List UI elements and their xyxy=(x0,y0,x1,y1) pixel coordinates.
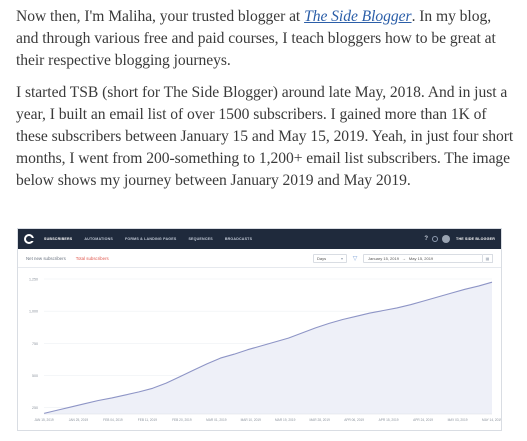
x-tick-label: MAR 28, 2019 xyxy=(309,418,330,422)
x-tick-label: APR 24, 2019 xyxy=(413,418,433,422)
date-to: May 15, 2019 xyxy=(408,255,434,261)
x-tick-label: JAN 15, 2019 xyxy=(34,418,54,422)
story-paragraph: I started TSB (short for The Side Blogge… xyxy=(16,84,514,189)
subscriber-chart: 250 500 750 1,000 1,250 JAN 15, 2019 JAN 25, 2… xyxy=(18,269,501,430)
x-tick-label: FEB 11, 2019 xyxy=(138,418,157,422)
y-tick-label: 500 xyxy=(32,374,38,378)
x-tick-label: MAR 01, 2019 xyxy=(206,418,227,422)
status-circle-icon[interactable] xyxy=(432,236,439,242)
subscriber-chart-svg: 250 500 750 1,000 1,250 JAN 15, 2019 JAN 25, 2… xyxy=(29,278,501,423)
date-from: January 15, 2019 xyxy=(368,255,399,261)
intro-text-continued: . In my blog, and through various free a… xyxy=(16,8,496,69)
date-range-picker[interactable]: January 15, 2019 → May 15, 2019 xyxy=(363,253,483,263)
filter-icon[interactable]: ▽ xyxy=(352,255,358,262)
avatar[interactable] xyxy=(442,235,451,243)
y-tick-label: 1,000 xyxy=(29,310,38,314)
tab-net-new-subscribers[interactable]: Net new subscribers xyxy=(26,255,66,261)
filters-right: Days ▾ ▽ January 15, 2019 → May 15, 2019… xyxy=(313,253,493,263)
nav-sequences[interactable]: SEQUENCES xyxy=(188,237,213,241)
chart-filters: Net new subscribers Total subscribers Da… xyxy=(18,249,501,268)
nav-automations[interactable]: AUTOMATIONS xyxy=(84,237,113,241)
x-tick-label: APR 15, 2019 xyxy=(379,418,399,422)
x-tick-label: MAR 19, 2019 xyxy=(275,418,296,422)
intro-text: Now then, I'm Maliha, your trusted blogg… xyxy=(16,8,305,25)
x-tick-label: FEB 04, 2019 xyxy=(103,418,123,422)
y-tick-label: 1,250 xyxy=(29,278,38,282)
article-body: Now then, I'm Maliha, your trusted blogg… xyxy=(16,6,516,202)
chevron-down-icon: ▾ xyxy=(340,255,343,261)
nav-broadcasts[interactable]: BROADCASTS xyxy=(224,237,253,241)
account-name[interactable]: THE SIDE BLOGGER xyxy=(456,237,495,241)
nav-subscribers[interactable]: SUBSCRIBERS xyxy=(44,237,73,241)
x-tick-label: APR 06, 2019 xyxy=(344,418,364,422)
calendar-icon[interactable]: ▦ xyxy=(483,253,493,263)
interval-select[interactable]: Days ▾ xyxy=(313,253,347,263)
app-topbar: SUBSCRIBERS AUTOMATIONS FORMS & LANDING … xyxy=(18,229,501,249)
x-tick-label: MAY 14, 2019 xyxy=(482,418,501,422)
side-blogger-link[interactable]: The Side Blogger xyxy=(304,8,412,25)
main-nav: SUBSCRIBERS AUTOMATIONS FORMS & LANDING … xyxy=(44,237,252,241)
x-tick-label: JAN 25, 2019 xyxy=(69,418,89,422)
date-separator: → xyxy=(401,255,406,261)
x-tick-label: MAY 03, 2019 xyxy=(448,418,468,422)
nav-forms-landing-pages[interactable]: FORMS & LANDING PAGES xyxy=(124,237,177,241)
series-area xyxy=(44,282,492,414)
x-tick-label: FEB 20, 2019 xyxy=(172,418,192,422)
tab-total-subscribers[interactable]: Total subscribers xyxy=(75,255,109,261)
topbar-right: ? THE SIDE BLOGGER xyxy=(424,235,495,243)
x-tick-label: MAR 10, 2019 xyxy=(241,418,262,422)
y-tick-label: 750 xyxy=(32,342,38,346)
interval-select-value: Days xyxy=(317,255,327,261)
y-tick-label: 250 xyxy=(32,406,38,410)
intro-paragraph: Now then, I'm Maliha, your trusted blogg… xyxy=(16,6,516,72)
series-line xyxy=(43,281,493,414)
help-icon[interactable]: ? xyxy=(424,236,429,242)
app-logo-icon[interactable] xyxy=(24,234,35,244)
subscriber-growth-screenshot: SUBSCRIBERS AUTOMATIONS FORMS & LANDING … xyxy=(17,228,502,431)
